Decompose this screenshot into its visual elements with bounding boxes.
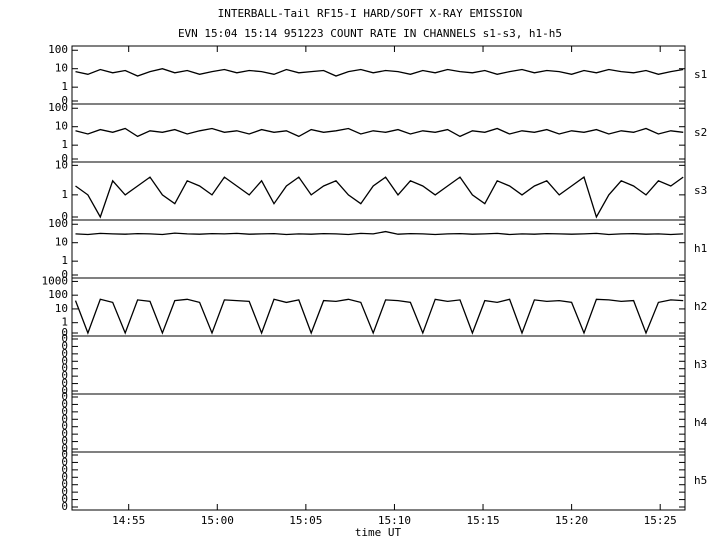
y-tick-label: 100	[48, 43, 68, 56]
series-line	[75, 68, 684, 77]
y-tick-label: 0	[61, 470, 68, 483]
series-line	[75, 176, 684, 219]
y-tick-label: 10	[55, 120, 68, 133]
y-tick-label: 10	[55, 62, 68, 75]
y-tick-label: 0	[61, 485, 68, 498]
panel-frame	[71, 335, 686, 395]
y-tick-label: 1000	[42, 274, 69, 287]
y-tick-label: 0	[61, 493, 68, 506]
x-tick-label: 15:15	[466, 514, 499, 527]
y-tick-label: 0	[61, 362, 68, 375]
y-tick-label: 0	[61, 442, 68, 455]
y-tick-label: 0	[61, 210, 68, 223]
y-tick-label: 100	[48, 101, 68, 114]
y-tick-label: 0	[61, 455, 68, 468]
y-tick-label: 1	[61, 138, 68, 151]
y-tick-label: 0	[61, 268, 68, 281]
y-tick-label: 0	[61, 339, 68, 352]
panel-frame	[71, 103, 686, 163]
series-line	[75, 230, 684, 236]
y-tick-label: 10	[55, 158, 68, 171]
y-tick-label: 0	[61, 405, 68, 418]
panel-label: s3	[694, 184, 707, 197]
y-tick-label: 0	[61, 463, 68, 476]
y-tick-label: 0	[61, 369, 68, 382]
panel-frame	[71, 161, 686, 221]
panel-label: h1	[694, 242, 707, 255]
x-tick-label: 14:55	[112, 514, 145, 527]
y-tick-label: 0	[61, 347, 68, 360]
panel-label: h5	[694, 474, 707, 487]
y-tick-label: 0	[61, 397, 68, 410]
y-tick-label: 100	[48, 217, 68, 230]
y-tick-label: 0	[61, 332, 68, 345]
y-tick-label: 0	[61, 478, 68, 491]
y-tick-label: 10	[55, 236, 68, 249]
series-line	[74, 298, 684, 335]
y-tick-label: 1	[61, 188, 68, 201]
chart-title: INTERBALL-Tail RF15-I HARD/SOFT X-RAY EM…	[218, 7, 523, 20]
x-tick-label: 15:20	[555, 514, 588, 527]
y-tick-label: 0	[61, 427, 68, 440]
y-tick-label: 0	[61, 500, 68, 513]
panel-frame	[71, 393, 686, 453]
panel-frame	[71, 219, 686, 279]
x-tick-label: 15:00	[201, 514, 234, 527]
panel-label: h2	[694, 300, 707, 313]
panel-label: h4	[694, 416, 708, 429]
panel-label: s2	[694, 126, 707, 139]
x-axis-label: time UT	[355, 526, 402, 539]
y-tick-label: 0	[61, 384, 68, 397]
y-tick-label: 0	[61, 412, 68, 425]
panel-frame	[71, 45, 686, 105]
panel-frame	[71, 451, 686, 511]
y-tick-label: 0	[61, 94, 68, 107]
x-tick-label: 15:05	[289, 514, 322, 527]
y-tick-label: 0	[61, 420, 68, 433]
x-tick-label: 15:10	[378, 514, 411, 527]
y-tick-label: 0	[61, 435, 68, 448]
y-tick-label: 0	[61, 448, 68, 461]
series-line	[75, 127, 684, 138]
y-tick-label: 10	[55, 302, 68, 315]
y-tick-label: 0	[61, 152, 68, 165]
panel-label: h3	[694, 358, 707, 371]
panel-label: s1	[694, 68, 707, 81]
x-tick-label: 15:25	[644, 514, 677, 527]
y-tick-label: 1	[61, 316, 68, 329]
y-tick-label: 1	[61, 80, 68, 93]
y-tick-label: 0	[61, 377, 68, 390]
y-tick-label: 100	[48, 288, 68, 301]
y-tick-label: 0	[61, 390, 68, 403]
y-tick-label: 0	[61, 326, 68, 339]
chart-subtitle: EVN 15:04 15:14 951223 COUNT RATE IN CHA…	[178, 27, 562, 40]
y-tick-label: 1	[61, 254, 68, 267]
y-tick-label: 0	[61, 354, 68, 367]
